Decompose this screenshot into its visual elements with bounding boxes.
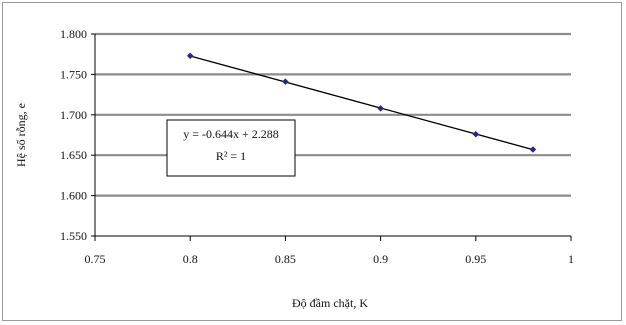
trendline-equation-box: y = -0.644x + 2.288 R² = 1 (166, 119, 296, 177)
ticks: 1.550 1.600 1.650 1.700 1.750 1.800 0.75 0.8 0.8… (60, 27, 574, 266)
trendline-r-squared: R² = 1 (216, 149, 246, 163)
trendline-equation: y = -0.644x + 2.288 (183, 127, 279, 141)
x-tick-label-5: 1 (568, 252, 574, 266)
x-tick-label-4: 0.95 (465, 252, 486, 266)
y-tick-label-2: 1.650 (60, 148, 87, 162)
x-axis-title: Độ đầm chặt, K (292, 296, 368, 310)
data-point-2 (377, 104, 384, 112)
data-point-1 (282, 78, 289, 86)
x-tick-label-3: 0.9 (373, 252, 388, 266)
y-tick-label-0: 1.550 (60, 229, 87, 243)
axes (94, 34, 571, 237)
y-tick-label-3: 1.700 (60, 108, 87, 122)
data-point-3 (472, 130, 480, 138)
gridlines (95, 32, 571, 197)
y-axis-title: Hệ số rỗng, e (14, 103, 28, 167)
x-tick-label-2: 0.85 (275, 252, 296, 266)
y-tick-label-4: 1.750 (60, 67, 87, 81)
chart-svg: 1.550 1.600 1.650 1.700 1.750 1.800 0.75 0.8 0.8… (14, 27, 574, 310)
x-tick-label-0: 0.75 (85, 252, 106, 266)
data-point-4 (529, 146, 537, 153)
data-points (186, 52, 537, 153)
y-tick-label-5: 1.800 (60, 27, 87, 41)
x-tick-label-1: 0.8 (183, 252, 198, 266)
y-tick-label-1: 1.600 (60, 189, 87, 203)
data-point-0 (186, 52, 194, 60)
equation-box-border (166, 119, 296, 177)
chart-frame: 1.550 1.600 1.650 1.700 1.750 1.800 0.75 0.8 0.8… (2, 2, 622, 321)
